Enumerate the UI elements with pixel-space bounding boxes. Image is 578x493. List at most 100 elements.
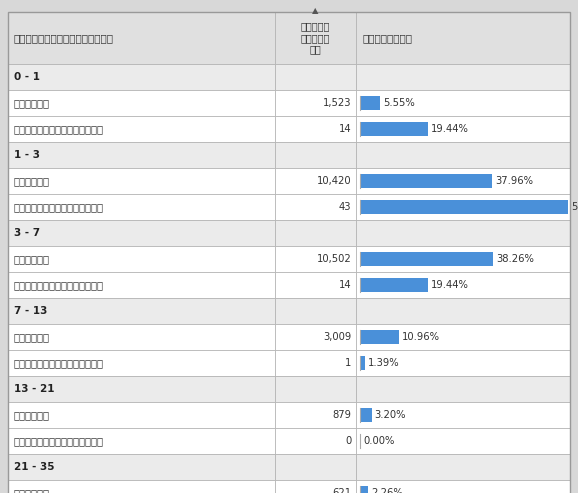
Bar: [275, 168, 357, 194]
Text: 3,009: 3,009: [323, 332, 351, 342]
Text: 21 - 35: 21 - 35: [14, 462, 54, 472]
Bar: [275, 402, 357, 428]
Bar: [275, 142, 357, 168]
Text: 621: 621: [332, 488, 351, 493]
Bar: [8, 298, 275, 324]
Text: 全体に対する割合: 全体に対する割合: [362, 33, 413, 43]
Bar: [275, 90, 357, 116]
Bar: [8, 168, 275, 194]
Text: ページ読み
込みのサン
プル: ページ読み 込みのサン プル: [301, 21, 331, 55]
Text: 2.26%: 2.26%: [371, 488, 403, 493]
Bar: [8, 454, 275, 480]
Bar: [275, 220, 357, 246]
Bar: [275, 454, 357, 480]
Bar: [8, 324, 275, 350]
Text: すべての訪問: すべての訪問: [14, 176, 50, 186]
Text: ページ読み込み時間バケット（秒）: ページ読み込み時間バケット（秒）: [14, 33, 114, 43]
Bar: [357, 194, 570, 220]
Bar: [275, 324, 357, 350]
Text: 1 - 3: 1 - 3: [14, 150, 40, 160]
Text: 3.20%: 3.20%: [375, 410, 406, 420]
Text: 1,523: 1,523: [323, 98, 351, 108]
Bar: [361, 122, 428, 136]
Bar: [8, 64, 275, 90]
Text: すべての訪問: すべての訪問: [14, 254, 50, 264]
Bar: [357, 12, 570, 64]
Bar: [357, 350, 570, 376]
Bar: [361, 174, 492, 188]
Text: 59.72%: 59.72%: [571, 202, 578, 212]
Bar: [275, 480, 357, 493]
Bar: [275, 376, 357, 402]
Bar: [361, 486, 368, 493]
Text: 0.00%: 0.00%: [364, 436, 395, 446]
Bar: [361, 408, 372, 422]
Bar: [8, 402, 275, 428]
Text: 38.26%: 38.26%: [497, 254, 534, 264]
Bar: [8, 194, 275, 220]
Bar: [275, 64, 357, 90]
Bar: [275, 246, 357, 272]
Text: 14: 14: [339, 280, 351, 290]
Bar: [357, 64, 570, 90]
Text: コンバージョンが達成された訪問: コンバージョンが達成された訪問: [14, 436, 104, 446]
Text: 5.55%: 5.55%: [383, 98, 414, 108]
Bar: [8, 220, 275, 246]
Text: 0 - 1: 0 - 1: [14, 72, 40, 82]
Bar: [357, 90, 570, 116]
Text: 13 - 21: 13 - 21: [14, 384, 54, 394]
Text: 43: 43: [339, 202, 351, 212]
Bar: [361, 356, 365, 370]
Text: すべての訪問: すべての訪問: [14, 488, 50, 493]
Bar: [361, 96, 380, 110]
Bar: [8, 350, 275, 376]
Text: 879: 879: [332, 410, 351, 420]
Bar: [275, 428, 357, 454]
Bar: [8, 428, 275, 454]
Bar: [357, 142, 570, 168]
Bar: [357, 402, 570, 428]
Text: 1: 1: [345, 358, 351, 368]
Bar: [275, 194, 357, 220]
Text: 37.96%: 37.96%: [495, 176, 533, 186]
Bar: [357, 480, 570, 493]
Text: 10.96%: 10.96%: [402, 332, 439, 342]
Bar: [361, 330, 399, 344]
Text: 3 - 7: 3 - 7: [14, 228, 40, 238]
Text: 7 - 13: 7 - 13: [14, 306, 47, 316]
Bar: [8, 12, 275, 64]
Bar: [361, 252, 494, 266]
Bar: [357, 116, 570, 142]
Text: 14: 14: [339, 124, 351, 134]
Bar: [361, 278, 428, 292]
Text: コンバージョンが達成された訪問: コンバージョンが達成された訪問: [14, 202, 104, 212]
Text: 10,420: 10,420: [317, 176, 351, 186]
Bar: [275, 116, 357, 142]
Text: 1.39%: 1.39%: [368, 358, 400, 368]
Bar: [275, 350, 357, 376]
Bar: [8, 142, 275, 168]
Bar: [357, 298, 570, 324]
Bar: [8, 376, 275, 402]
Bar: [8, 272, 275, 298]
Bar: [275, 298, 357, 324]
Bar: [357, 246, 570, 272]
Text: すべての訪問: すべての訪問: [14, 410, 50, 420]
Bar: [8, 90, 275, 116]
Text: ▲: ▲: [313, 6, 319, 15]
Text: コンバージョンが達成された訪問: コンバージョンが達成された訪問: [14, 280, 104, 290]
Bar: [361, 200, 568, 214]
Bar: [357, 168, 570, 194]
Bar: [8, 480, 275, 493]
Bar: [357, 454, 570, 480]
Text: 19.44%: 19.44%: [431, 280, 469, 290]
Bar: [275, 12, 357, 64]
Text: 19.44%: 19.44%: [431, 124, 469, 134]
Text: コンバージョンが達成された訪問: コンバージョンが達成された訪問: [14, 358, 104, 368]
Bar: [8, 116, 275, 142]
Bar: [8, 246, 275, 272]
Text: すべての訪問: すべての訪問: [14, 98, 50, 108]
Bar: [275, 272, 357, 298]
Bar: [357, 376, 570, 402]
Bar: [357, 428, 570, 454]
